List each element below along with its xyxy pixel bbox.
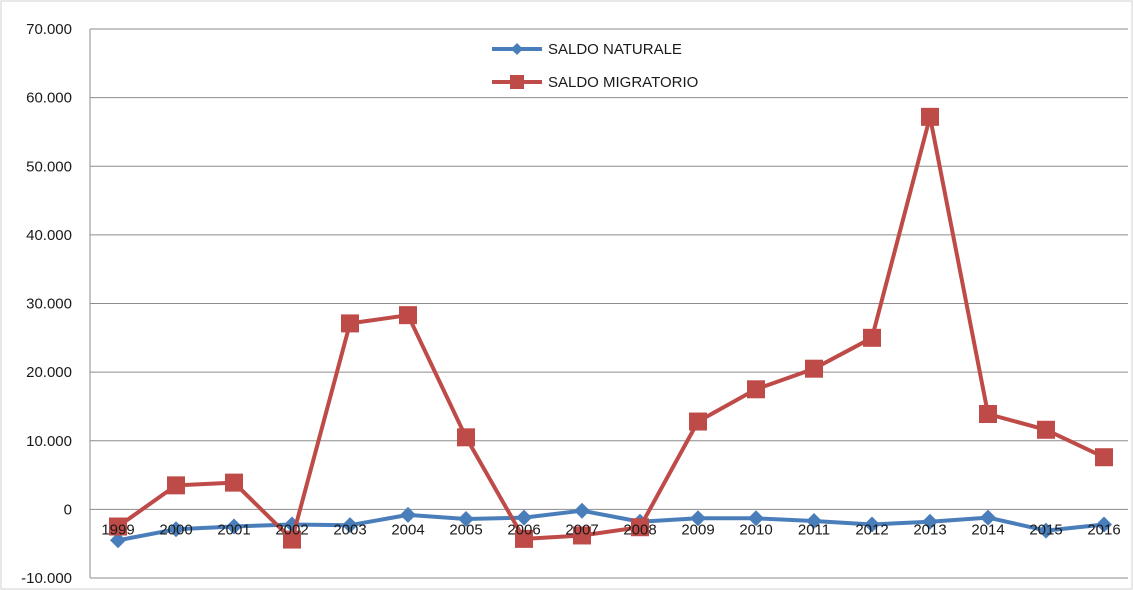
data-point-marker	[226, 518, 242, 535]
x-tick-label: 2001	[217, 521, 250, 538]
data-point-marker	[341, 314, 359, 333]
data-point-marker	[342, 517, 358, 534]
legend-item: SALDO NATURALE	[492, 41, 682, 58]
x-tick-label: 2002	[275, 521, 308, 538]
data-point-marker	[979, 404, 997, 423]
data-point-marker	[516, 509, 532, 526]
legend-marker	[510, 75, 524, 89]
y-tick-label: 50.000	[26, 158, 72, 175]
legend-label: SALDO NATURALE	[548, 41, 682, 58]
legend-item: SALDO MIGRATORIO	[492, 74, 698, 91]
x-tick-label: 2016	[1087, 521, 1120, 538]
x-axis: 1999 2000 2001 2002 2003 2004 2005 2006 2007 2008…	[101, 521, 1120, 538]
data-point-marker	[167, 476, 185, 495]
series-line	[116, 114, 1105, 542]
x-tick-label: 2009	[681, 521, 714, 538]
data-point-marker	[168, 521, 184, 538]
data-point-marker	[864, 516, 880, 533]
x-tick-label: 2005	[449, 521, 482, 538]
data-point-marker	[458, 510, 474, 527]
data-point-marker	[109, 517, 127, 536]
data-point-marker	[1096, 516, 1112, 533]
data-point-marker	[631, 518, 649, 537]
data-point-marker	[922, 513, 938, 530]
y-tick-label: 20.000	[26, 364, 72, 381]
data-point-marker	[457, 428, 475, 447]
y-tick-label: 40.000	[26, 227, 72, 244]
y-tick-label: -10.000	[21, 570, 72, 587]
y-axis: -10.000 0 10.000 20.000 30.000 40.000 50.000 60…	[21, 21, 91, 587]
x-tick-label: 2000	[159, 521, 192, 538]
x-tick-label: 2010	[739, 521, 772, 538]
data-point-marker	[690, 510, 706, 527]
x-tick-label: 2008	[623, 521, 656, 538]
x-tick-label: 2014	[971, 521, 1004, 538]
series-line	[117, 508, 1105, 543]
data-point-marker	[1095, 448, 1113, 467]
data-point-marker	[225, 473, 243, 492]
data-point-marker	[1038, 522, 1054, 539]
y-tick-label: 10.000	[26, 433, 72, 450]
series-saldo-migratorio	[109, 107, 1113, 549]
y-tick-label: 0	[64, 501, 72, 518]
y-tick-label: 30.000	[26, 296, 72, 313]
data-point-marker	[400, 506, 416, 523]
x-tick-label: 2004	[391, 521, 424, 538]
data-point-marker	[399, 306, 417, 325]
data-point-marker	[515, 529, 533, 548]
data-point-marker	[283, 530, 301, 549]
x-tick-label: 2012	[855, 521, 888, 538]
x-tick-label: 2006	[507, 521, 540, 538]
x-tick-label: 2007	[565, 521, 598, 538]
y-tick-label: 70.000	[26, 21, 72, 38]
x-tick-label: 2003	[333, 521, 366, 538]
data-point-marker	[574, 502, 590, 519]
data-point-marker	[573, 526, 591, 545]
data-point-marker	[748, 510, 764, 527]
data-point-marker	[980, 509, 996, 526]
x-tick-label: 2011	[798, 521, 830, 538]
data-point-marker	[863, 328, 881, 347]
x-tick-label: 2015	[1029, 521, 1062, 538]
data-point-marker	[689, 412, 707, 431]
data-point-marker	[921, 107, 939, 126]
legend-marker	[511, 43, 523, 55]
data-point-marker	[805, 359, 823, 378]
data-point-marker	[806, 513, 822, 530]
data-point-marker	[1037, 420, 1055, 439]
y-tick-label: 60.000	[26, 90, 72, 107]
series-layer	[109, 107, 1113, 549]
x-tick-label: 2013	[913, 521, 946, 538]
legend-label: SALDO MIGRATORIO	[548, 74, 698, 91]
legend: SALDO NATURALE SALDO MIGRATORIO	[492, 41, 698, 91]
data-point-marker	[110, 532, 126, 549]
x-tick-label: 1999	[101, 521, 134, 538]
data-point-marker	[747, 380, 765, 399]
